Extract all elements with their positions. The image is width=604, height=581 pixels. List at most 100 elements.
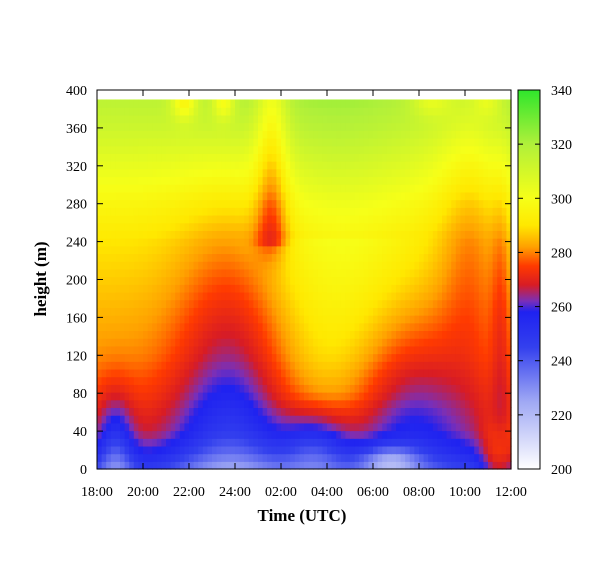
heatmap-cell <box>455 207 461 216</box>
heatmap-cell <box>143 430 149 439</box>
heatmap-cell <box>189 184 195 193</box>
heatmap-cell <box>147 130 153 139</box>
heatmap-cell <box>423 122 429 131</box>
heatmap-cell <box>299 322 305 332</box>
heatmap-cell <box>129 307 135 316</box>
heatmap-cell <box>465 307 471 316</box>
heatmap-cell <box>359 268 365 278</box>
heatmap-cell <box>400 299 406 308</box>
heatmap-cell <box>143 291 149 301</box>
heatmap-cell <box>428 430 434 439</box>
heatmap-cell <box>175 207 181 216</box>
heatmap-cell <box>216 261 222 270</box>
heatmap-cell <box>271 376 277 385</box>
heatmap-cell <box>465 145 471 154</box>
heatmap-cell <box>317 430 323 439</box>
heatmap-cell <box>488 445 494 455</box>
heatmap-cell <box>281 114 287 124</box>
heatmap-cell <box>396 368 402 378</box>
heatmap-cell <box>345 245 351 255</box>
heatmap-cell <box>313 214 319 224</box>
heatmap-cell <box>350 168 356 178</box>
heatmap-cell <box>276 145 282 154</box>
heatmap-cell <box>391 392 397 401</box>
heatmap-cell <box>143 461 149 470</box>
heatmap-cell <box>363 384 369 393</box>
heatmap-cell <box>327 315 333 324</box>
heatmap-cell <box>276 345 282 355</box>
heatmap-cell <box>414 322 420 332</box>
heatmap-cell <box>446 376 452 385</box>
heatmap-cell <box>129 184 135 193</box>
heatmap-cell <box>497 438 503 447</box>
heatmap-cell <box>290 153 296 162</box>
heatmap-cell <box>170 315 176 324</box>
heatmap-cell <box>336 361 342 370</box>
heatmap-cell <box>359 376 365 385</box>
heatmap-cell <box>161 268 167 278</box>
heatmap-cell <box>253 137 259 147</box>
heatmap-cell <box>248 199 254 208</box>
heatmap-cell <box>175 199 181 208</box>
heatmap-cell <box>248 461 254 470</box>
heatmap-cell <box>225 207 231 216</box>
heatmap-cell <box>414 199 420 208</box>
heatmap-cell <box>409 361 415 370</box>
heatmap-cell <box>235 384 241 393</box>
heatmap-cell <box>437 322 443 332</box>
heatmap-cell <box>276 176 282 185</box>
heatmap-cell <box>474 407 480 416</box>
heatmap-cell <box>253 353 259 362</box>
heatmap-cell <box>336 291 342 301</box>
heatmap-cell <box>161 368 167 378</box>
heatmap-cell <box>446 161 452 170</box>
heatmap-cell <box>216 137 222 147</box>
heatmap-cell <box>120 407 126 416</box>
heatmap-cell <box>345 368 351 378</box>
heatmap-cell <box>235 307 241 316</box>
heatmap-cell <box>359 199 365 208</box>
heatmap-cell <box>225 299 231 308</box>
heatmap-cell <box>248 384 254 393</box>
heatmap-cell <box>161 384 167 393</box>
heatmap-cell <box>97 130 103 139</box>
heatmap-cell <box>138 268 144 278</box>
heatmap-cell <box>414 353 420 362</box>
heatmap-cell <box>143 376 149 385</box>
heatmap-cell <box>465 376 471 385</box>
heatmap-cell <box>147 338 153 347</box>
heatmap-cell <box>304 376 310 385</box>
heatmap-cell <box>350 284 356 293</box>
heatmap-cell <box>354 137 360 147</box>
heatmap-cell <box>110 207 116 216</box>
heatmap-cell <box>244 422 250 432</box>
heatmap-cell <box>179 345 185 355</box>
heatmap-cell <box>437 99 443 108</box>
heatmap-cell <box>414 445 420 455</box>
heatmap-cell <box>506 291 512 301</box>
heatmap-cell <box>161 430 167 439</box>
heatmap-cell <box>363 330 369 339</box>
heatmap-cell <box>276 99 282 108</box>
heatmap-cell <box>455 261 461 270</box>
heatmap-cell <box>258 168 264 178</box>
heatmap-cell <box>313 191 319 201</box>
heatmap-cell <box>405 438 411 447</box>
heatmap-cell <box>488 137 494 147</box>
heatmap-cell <box>147 445 153 455</box>
heatmap-cell <box>350 392 356 401</box>
heatmap-cell <box>460 353 466 362</box>
heatmap-cell <box>235 322 241 332</box>
heatmap-cell <box>368 330 374 339</box>
heatmap-cell <box>101 137 107 147</box>
heatmap-cell <box>294 276 300 285</box>
heatmap-cell <box>285 392 291 401</box>
heatmap-cell <box>488 461 494 470</box>
heatmap-cell <box>492 438 498 447</box>
heatmap-cell <box>106 153 112 162</box>
heatmap-cell <box>419 253 425 262</box>
heatmap-cell <box>432 245 438 255</box>
heatmap-cell <box>156 107 162 116</box>
heatmap-cell <box>340 276 346 285</box>
heatmap-cell <box>368 199 374 208</box>
